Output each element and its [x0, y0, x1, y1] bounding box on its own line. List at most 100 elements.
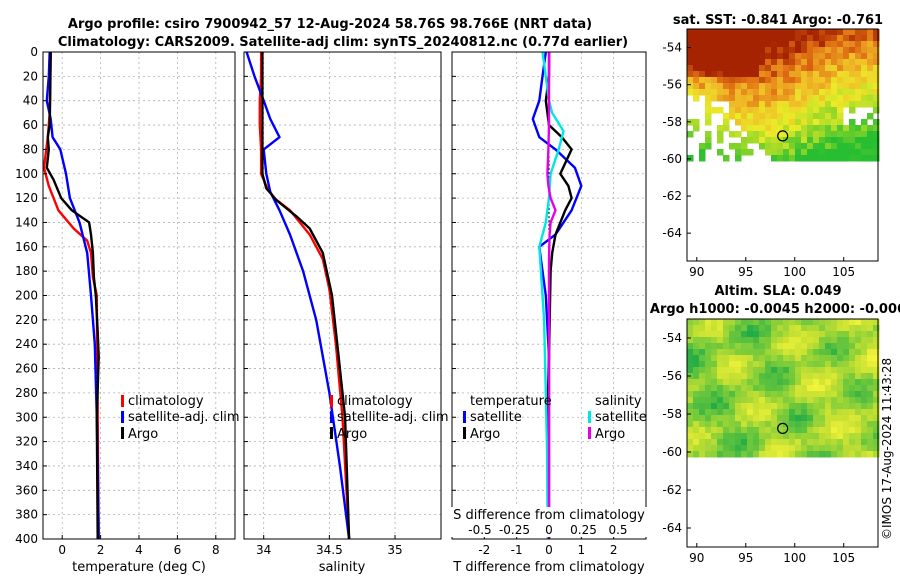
heatmap-cell — [849, 355, 856, 362]
heatmap-cell — [729, 451, 736, 458]
heatmap-cell — [783, 391, 790, 398]
heatmap-cell — [807, 65, 814, 72]
temperature-xlabel: temperature (deg C) — [72, 560, 206, 575]
heatmap-cell — [711, 343, 718, 350]
heatmap-cell — [693, 397, 700, 404]
legend-s-argo: Argo — [595, 427, 625, 442]
heatmap-cell — [795, 149, 802, 156]
heatmap-cell — [813, 77, 820, 84]
heatmap-cell — [711, 35, 718, 42]
heatmap-cell — [699, 77, 706, 84]
heatmap-cell — [807, 95, 814, 102]
heatmap-cell — [699, 391, 706, 398]
heatmap-cell — [789, 319, 796, 326]
heatmap-cell — [705, 385, 712, 392]
heatmap-cell — [735, 29, 742, 36]
legend-marker-climatology — [121, 395, 124, 407]
heatmap-cell — [861, 119, 868, 126]
heatmap-cell — [825, 137, 832, 144]
heatmap-cell — [861, 445, 868, 452]
depth-tick-label: 200 — [15, 289, 38, 303]
heatmap-cell — [723, 385, 730, 392]
heatmap-cell — [771, 397, 778, 404]
heatmap-cell — [777, 119, 784, 126]
heatmap-cell — [819, 113, 826, 120]
heatmap-cell — [807, 337, 814, 344]
heatmap-cell — [723, 415, 730, 422]
heatmap-cell — [783, 397, 790, 404]
heatmap-cell — [861, 35, 868, 42]
lat-tick-label: -62 — [662, 483, 682, 497]
heatmap-cell — [759, 439, 766, 446]
heatmap-cell — [801, 409, 808, 416]
heatmap-cell — [855, 445, 862, 452]
heatmap-cell — [849, 155, 856, 162]
heatmap-cell — [705, 373, 712, 380]
heatmap-cell — [843, 41, 850, 48]
heatmap-cell — [849, 361, 856, 368]
heatmap-cell — [843, 89, 850, 96]
heatmap-cell — [819, 131, 826, 138]
heatmap-cell — [693, 83, 700, 90]
heatmap-cell — [867, 101, 874, 108]
heatmap-cell — [717, 47, 724, 54]
heatmap-cell — [717, 373, 724, 380]
heatmap-cell — [813, 379, 820, 386]
heatmap-cell — [759, 131, 766, 138]
legend-satellite-adj-clim: satellite-adj. clim — [337, 410, 449, 425]
heatmap-cell — [819, 451, 826, 458]
heatmap-cell — [849, 149, 856, 156]
heatmap-cell — [825, 373, 832, 380]
heatmap-cell — [699, 385, 706, 392]
heatmap-cell — [801, 397, 808, 404]
heatmap-cell — [741, 397, 748, 404]
heatmap-cell — [867, 403, 874, 410]
heatmap-cell — [819, 89, 826, 96]
heatmap-cell — [849, 41, 856, 48]
heatmap-cell — [837, 343, 844, 350]
salinity-lines — [245, 52, 351, 539]
heatmap-cell — [771, 343, 778, 350]
heatmap-cell — [729, 59, 736, 66]
heatmap-cell — [831, 319, 838, 326]
heatmap-cell — [843, 379, 850, 386]
depth-tick-label: 20 — [23, 69, 38, 83]
heatmap-cell — [723, 379, 730, 386]
heatmap-cell — [717, 379, 724, 386]
heatmap-cell — [777, 29, 784, 36]
heatmap-cell — [687, 71, 694, 78]
heatmap-cell — [837, 113, 844, 120]
heatmap-cell — [837, 325, 844, 332]
heatmap-cell — [753, 41, 760, 48]
heatmap-cell — [711, 47, 718, 54]
heatmap-cell — [813, 415, 820, 422]
heatmap-cell — [831, 445, 838, 452]
heatmap-cell — [855, 397, 862, 404]
heatmap-cell — [777, 379, 784, 386]
heatmap-cell — [801, 83, 808, 90]
heatmap-cell — [861, 47, 868, 54]
heatmap-cell — [849, 433, 856, 440]
heatmap-cell — [729, 337, 736, 344]
heatmap-cell — [855, 149, 862, 156]
sla-ticks: -54 -56 -58 -60 -62 -64 90 95 100 105 — [662, 331, 855, 565]
heatmap-cell — [873, 331, 880, 338]
sla-subtitle: Argo h1000: -0.0045 h2000: -0.006 — [650, 302, 900, 317]
heatmap-cell — [753, 77, 760, 84]
heatmap-cell — [825, 47, 832, 54]
heatmap-cell — [825, 409, 832, 416]
heatmap-cell — [735, 319, 742, 326]
legend-marker-satellite — [121, 411, 124, 423]
heatmap-cell — [801, 125, 808, 132]
heatmap-cell — [849, 349, 856, 356]
heatmap-cell — [855, 83, 862, 90]
heatmap-cell — [825, 403, 832, 410]
heatmap-cell — [819, 143, 826, 150]
heatmap-cell — [795, 137, 802, 144]
heatmap-cell — [843, 83, 850, 90]
heatmap-cell — [723, 427, 730, 434]
heatmap-cell — [789, 415, 796, 422]
heatmap-cell — [843, 439, 850, 446]
heatmap-cell — [819, 95, 826, 102]
heatmap-cell — [873, 319, 880, 326]
